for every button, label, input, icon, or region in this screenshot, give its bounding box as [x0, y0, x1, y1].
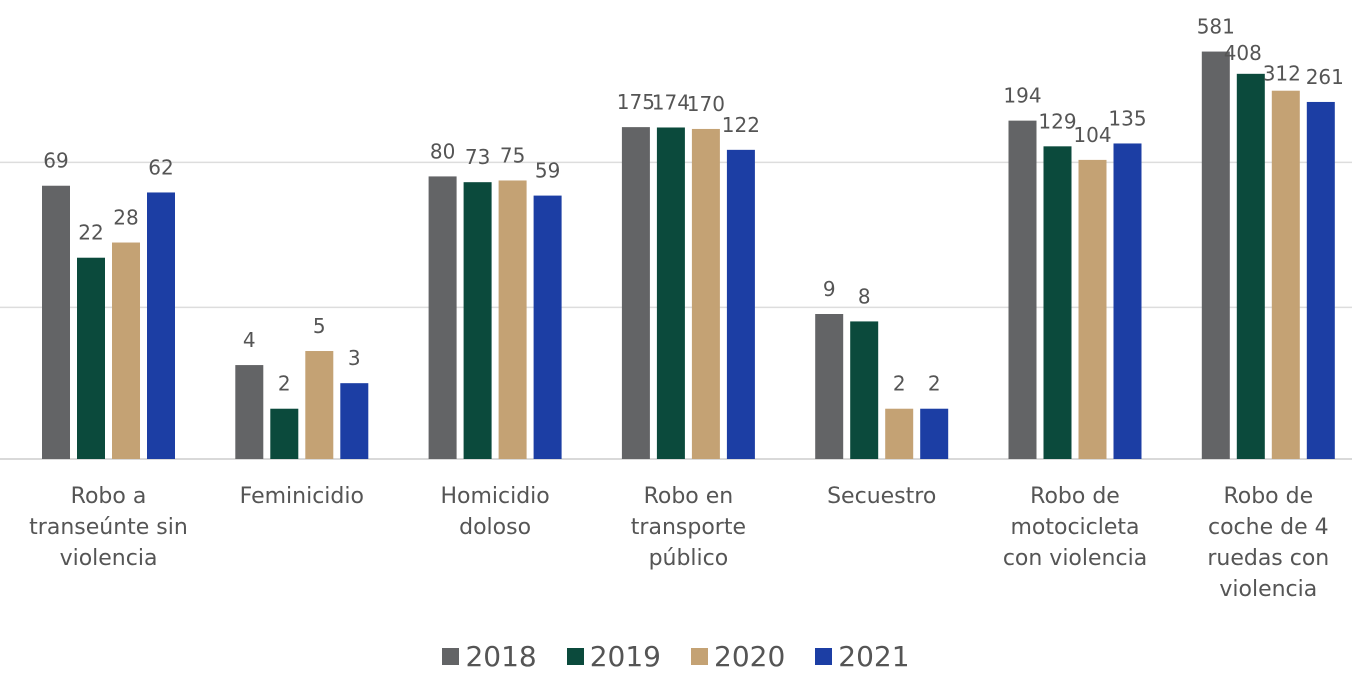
- data-label-2020-0: 28: [113, 206, 138, 230]
- data-label-2021-1: 3: [348, 346, 361, 370]
- legend-label-2019: 2019: [589, 640, 661, 673]
- data-label-2019-0: 22: [78, 221, 103, 245]
- data-label-2018-6: 581: [1197, 15, 1235, 39]
- data-label-2020-1: 5: [313, 314, 326, 338]
- bar-2019-4: [850, 321, 879, 459]
- data-label-2019-4: 8: [858, 284, 871, 308]
- bar-2021-6: [1306, 101, 1335, 459]
- bar-2020-1: [305, 351, 334, 459]
- bar-2019-5: [1043, 146, 1072, 459]
- legend-item-2020: 2020: [691, 640, 785, 673]
- data-label-2020-3: 170: [687, 92, 725, 116]
- bar-2019-0: [77, 257, 105, 459]
- data-label-2019-1: 2: [278, 372, 291, 396]
- bar-2020-2: [498, 180, 527, 460]
- data-label-2021-4: 2: [928, 372, 941, 396]
- legend-item-2021: 2021: [815, 640, 910, 673]
- data-label-2021-0: 62: [148, 155, 173, 179]
- bar-2019-2: [463, 182, 492, 459]
- data-label-2018-1: 4: [243, 328, 256, 352]
- data-label-2019-6: 408: [1224, 41, 1262, 65]
- category-label-1: Feminicidio: [240, 484, 364, 509]
- legend: 2018 2019 2020 2021: [0, 640, 1352, 673]
- data-label-2019-5: 129: [1038, 109, 1076, 133]
- legend-swatch-2020: [691, 648, 708, 665]
- data-label-2018-2: 80: [430, 139, 455, 163]
- bar-2019-1: [270, 408, 299, 459]
- data-label-2019-3: 174: [652, 90, 690, 114]
- bar-2021-5: [1113, 143, 1142, 459]
- bar-2020-0: [112, 242, 140, 459]
- bar-2019-3: [656, 127, 685, 459]
- data-label-2020-2: 75: [500, 143, 525, 167]
- bar-2018-6: [1201, 51, 1230, 459]
- legend-swatch-2018: [442, 648, 460, 665]
- legend-swatch-2019: [566, 648, 584, 665]
- bar-2018-1: [235, 365, 264, 459]
- legend-label-2020: 2020: [714, 640, 786, 673]
- data-label-2020-5: 104: [1073, 123, 1111, 147]
- data-label-2018-4: 9: [823, 277, 836, 301]
- data-label-2020-4: 2: [893, 372, 906, 396]
- bar-2021-3: [726, 149, 755, 459]
- bar-2021-0: [147, 192, 175, 459]
- data-label-2018-0: 69: [43, 149, 68, 173]
- bar-2021-1: [340, 383, 369, 459]
- data-label-2021-5: 135: [1108, 106, 1146, 130]
- bar-2021-4: [920, 408, 949, 459]
- bar-2020-4: [885, 408, 914, 459]
- bar-2021-2: [533, 195, 562, 460]
- bar-2018-5: [1008, 120, 1037, 459]
- bar-2018-4: [815, 314, 844, 459]
- bar-2020-5: [1078, 159, 1107, 459]
- data-label-2021-3: 122: [722, 113, 760, 137]
- data-label-2018-5: 194: [1003, 84, 1041, 108]
- data-label-2018-3: 175: [617, 90, 655, 114]
- bars: [42, 51, 1335, 460]
- data-label-2021-2: 59: [535, 159, 560, 183]
- bar-2018-2: [428, 176, 457, 459]
- legend-label-2018: 2018: [465, 640, 537, 673]
- category-label-2: Homicidio doloso: [440, 484, 549, 540]
- category-labels: Robo a transeúnte sin violencia Feminicidio…: [29, 484, 1329, 602]
- category-label-6: Robo de coche de 4 ruedas con violencia: [1207, 484, 1329, 602]
- data-label-2020-6: 312: [1263, 62, 1301, 86]
- bar-2019-6: [1236, 73, 1265, 459]
- bar-2020-6: [1271, 90, 1300, 460]
- bar-2020-3: [691, 128, 720, 459]
- data-label-2019-2: 73: [465, 145, 490, 169]
- bar-2018-3: [621, 127, 650, 460]
- legend-label-2021: 2021: [838, 640, 910, 673]
- data-label-2021-6: 261: [1306, 65, 1344, 89]
- legend-swatch-2021: [815, 648, 833, 665]
- bar-2018-0: [42, 185, 70, 459]
- category-label-3: Robo en transporte público: [631, 484, 746, 571]
- category-label-5: Robo de motocicleta con violencia: [1003, 484, 1147, 571]
- category-label-4: Secuestro: [827, 484, 936, 509]
- category-label-0: Robo a transeúnte sin violencia: [29, 484, 188, 571]
- legend-item-2019: 2019: [566, 640, 661, 673]
- legend-item-2018: 2018: [442, 640, 537, 673]
